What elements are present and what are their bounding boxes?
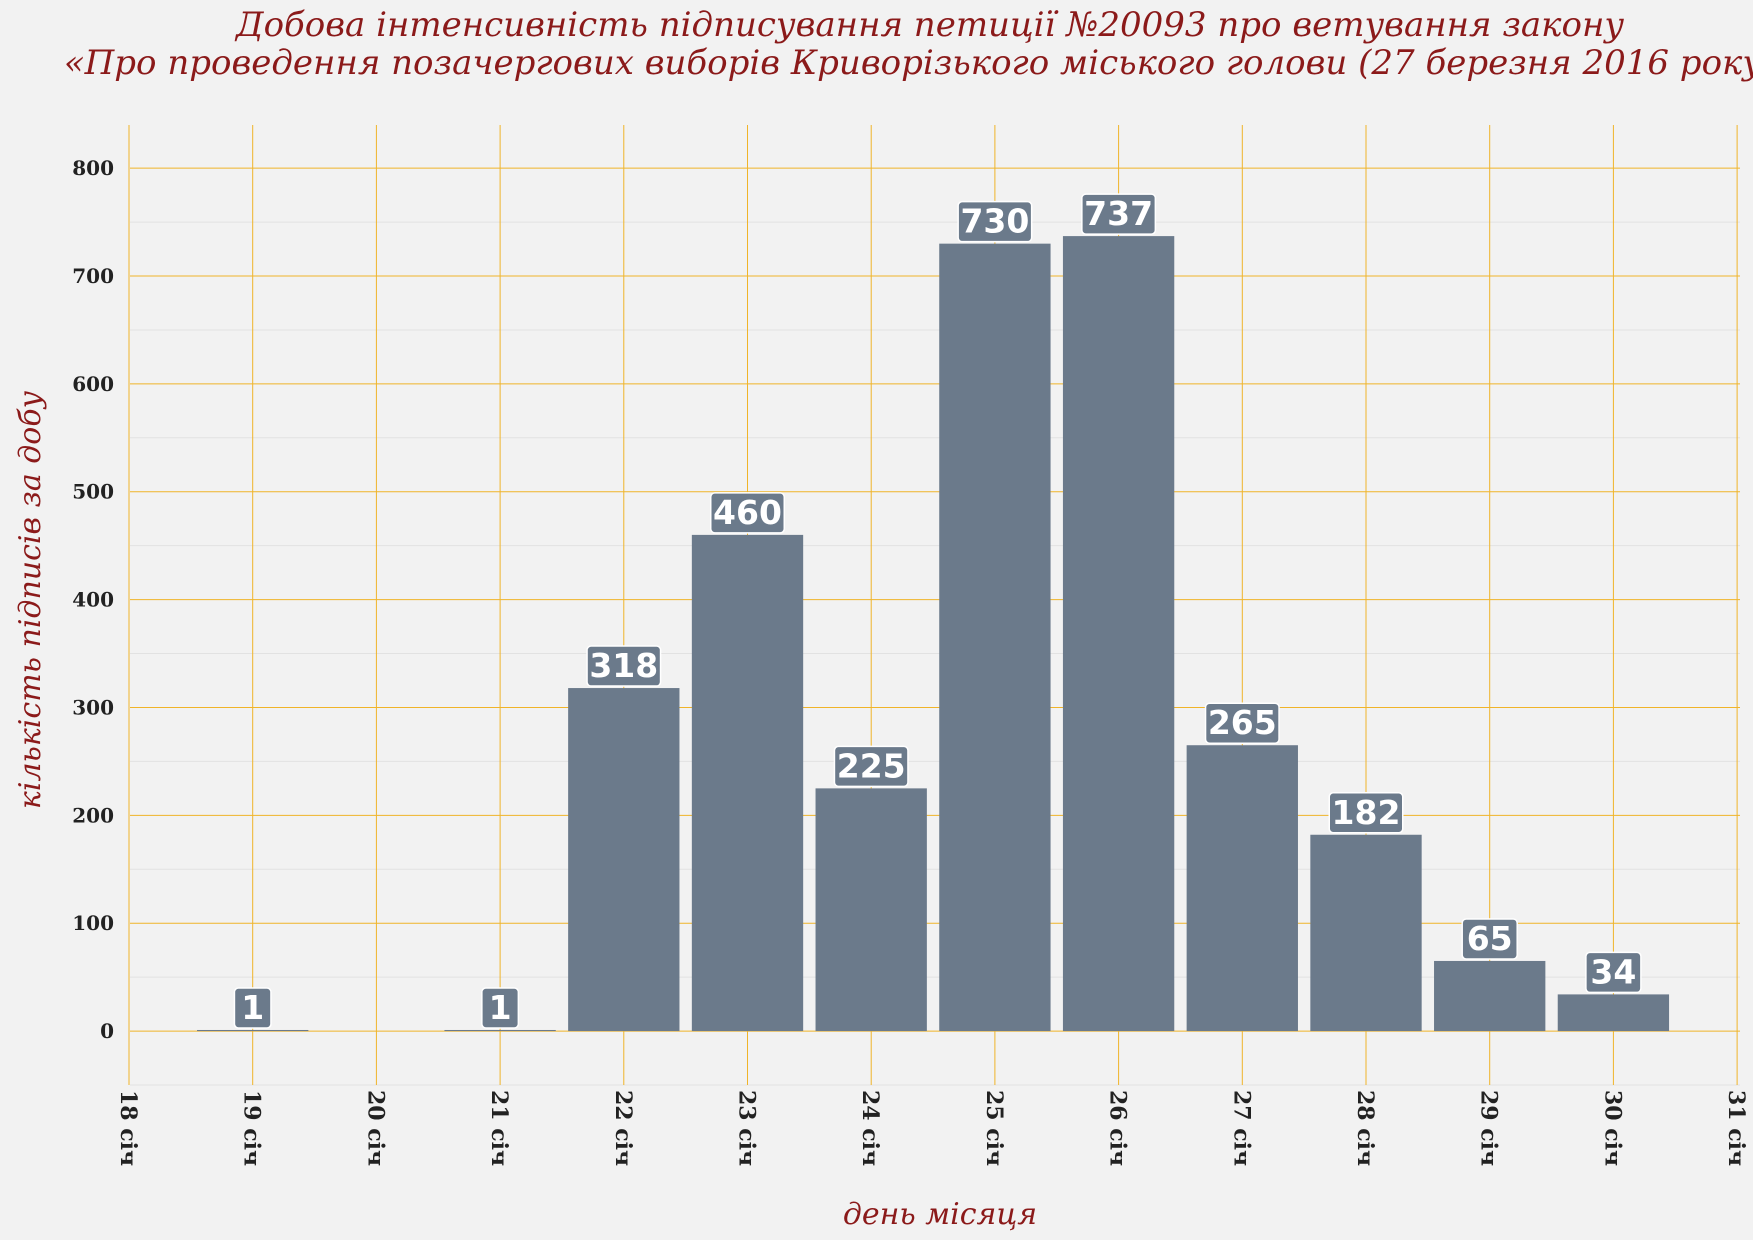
bar-value-label: 318 (589, 646, 658, 685)
y-tick-label: 500 (72, 480, 114, 504)
chart-title-line2: «Про проведення позачергових виборів Кри… (64, 43, 1753, 83)
x-tick-label: 23 січ (734, 1090, 760, 1166)
y-tick-label: 100 (72, 911, 114, 935)
bar (815, 788, 927, 1032)
bar (1186, 745, 1298, 1032)
bar-label-box (1204, 702, 1280, 744)
bar-label-box (1461, 918, 1518, 960)
bar-value-label: 225 (837, 746, 906, 785)
bar-value-label: 265 (1208, 703, 1277, 742)
y-tick-label: 700 (72, 264, 114, 288)
bar (197, 1029, 309, 1032)
bar-label-box (833, 745, 909, 788)
y-axis-label: кількість підписів за добу (13, 390, 48, 809)
bar-value-label: 34 (1590, 952, 1636, 991)
x-tick-label: 19 січ (239, 1090, 265, 1166)
x-tick-label: 29 січ (1476, 1090, 1502, 1166)
y-tick-label: 800 (72, 156, 114, 180)
bar (1434, 960, 1546, 1032)
bar (939, 243, 1051, 1032)
bar (1310, 834, 1422, 1032)
x-tick-label: 26 січ (1105, 1090, 1131, 1166)
bar (691, 534, 804, 1032)
x-tick-label: 30 січ (1599, 1090, 1625, 1166)
bar-label-box (1585, 951, 1642, 994)
x-tick-label: 20 січ (362, 1090, 388, 1166)
bar (444, 1029, 556, 1032)
x-tick-label: 27 січ (1228, 1090, 1254, 1166)
bar-label-box (586, 645, 662, 687)
bar-value-label: 182 (1332, 793, 1401, 832)
x-tick-label: 25 січ (981, 1090, 1007, 1166)
y-tick-label: 0 (100, 1019, 114, 1043)
bar-value-label: 65 (1467, 919, 1513, 958)
x-axis-ticks: 18 січ 19 січ 20 січ 21 січ 22 січ 23 січ 24 с… (115, 1090, 1749, 1166)
x-tick-label: 21 січ (486, 1090, 512, 1166)
bar-label-box (481, 987, 520, 1029)
y-tick-label: 300 (72, 695, 114, 719)
bar-label-box (1328, 792, 1404, 834)
bar-value-label: 730 (960, 202, 1029, 241)
bars-group: 1 1 318 460 225 730 737 265 182 65 34 (197, 193, 1670, 1032)
bar-value-label: 737 (1084, 194, 1153, 233)
bar-label-box (957, 200, 1033, 243)
x-tick-label: 31 січ (1723, 1090, 1749, 1166)
bar-value-label: 1 (489, 988, 512, 1027)
x-tick-label: 24 січ (857, 1090, 883, 1166)
bar-value-label: 1 (241, 988, 264, 1027)
bar-label-box (1081, 193, 1157, 235)
bar (1557, 994, 1670, 1032)
y-axis-ticks: 0 100 200 300 400 500 600 700 800 (72, 156, 114, 1043)
bar-label-box (710, 492, 785, 534)
x-tick-label: 18 січ (115, 1090, 141, 1166)
x-tick-label: 22 січ (610, 1090, 636, 1166)
chart-title-line1: Добова інтенсивність підписування петиці… (234, 5, 1624, 45)
bar (1062, 236, 1175, 1032)
y-tick-label: 600 (72, 372, 114, 396)
bar (568, 688, 680, 1032)
y-tick-label: 400 (72, 588, 114, 612)
bar-value-label: 460 (713, 493, 782, 532)
x-tick-label: 28 січ (1352, 1090, 1378, 1166)
bar-label-box (233, 987, 272, 1029)
x-axis-label: день місяця (843, 1197, 1037, 1232)
y-tick-label: 200 (72, 803, 114, 827)
